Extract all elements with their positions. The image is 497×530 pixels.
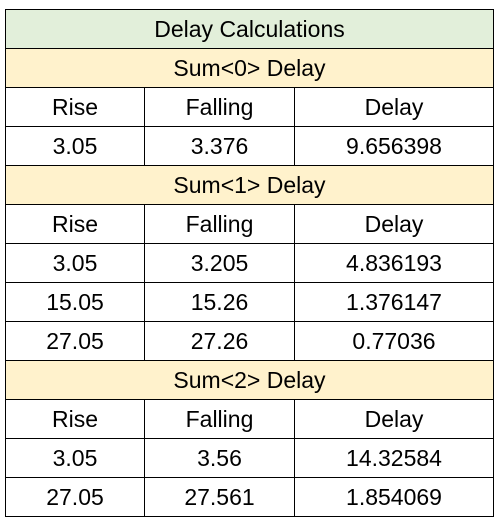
delay-cell: 1.376147	[294, 282, 494, 322]
section-header-row: Sum<2> Delay	[5, 360, 494, 400]
delay-calculations-table-container: Delay Calculations Sum<0> Delay Rise Fal…	[5, 9, 494, 517]
table-row: 3.05 3.376 9.656398	[5, 126, 494, 166]
rise-cell: 3.05	[5, 243, 145, 283]
column-header-delay: Delay	[294, 204, 494, 244]
rise-cell: 27.05	[5, 321, 145, 361]
falling-cell: 15.26	[144, 282, 295, 322]
column-header-row: Rise Falling Delay	[5, 87, 494, 127]
section-header-row: Sum<1> Delay	[5, 165, 494, 205]
column-header-rise: Rise	[5, 399, 145, 439]
delay-calculations-table: Delay Calculations Sum<0> Delay Rise Fal…	[5, 9, 494, 517]
column-header-delay: Delay	[294, 87, 494, 127]
table-row: 3.05 3.205 4.836193	[5, 243, 494, 283]
column-header-falling: Falling	[144, 399, 295, 439]
column-header-rise: Rise	[5, 204, 145, 244]
column-header-rise: Rise	[5, 87, 145, 127]
column-header-falling: Falling	[144, 87, 295, 127]
delay-cell: 0.77036	[294, 321, 494, 361]
delay-cell: 9.656398	[294, 126, 494, 166]
column-header-delay: Delay	[294, 399, 494, 439]
table-row: 27.05 27.561 1.854069	[5, 477, 494, 517]
column-header-row: Rise Falling Delay	[5, 399, 494, 439]
column-header-falling: Falling	[144, 204, 295, 244]
rise-cell: 3.05	[5, 438, 145, 478]
delay-cell: 1.854069	[294, 477, 494, 517]
falling-cell: 3.56	[144, 438, 295, 478]
section-title: Sum<2> Delay	[5, 360, 494, 400]
section-title: Sum<1> Delay	[5, 165, 494, 205]
rise-cell: 27.05	[5, 477, 145, 517]
table-row: 3.05 3.56 14.32584	[5, 438, 494, 478]
falling-cell: 3.376	[144, 126, 295, 166]
rise-cell: 3.05	[5, 126, 145, 166]
table-row: 27.05 27.26 0.77036	[5, 321, 494, 361]
table-row: 15.05 15.26 1.376147	[5, 282, 494, 322]
delay-cell: 14.32584	[294, 438, 494, 478]
table-title: Delay Calculations	[5, 9, 494, 49]
falling-cell: 27.26	[144, 321, 295, 361]
delay-cell: 4.836193	[294, 243, 494, 283]
title-row: Delay Calculations	[5, 9, 494, 49]
section-header-row: Sum<0> Delay	[5, 48, 494, 88]
column-header-row: Rise Falling Delay	[5, 204, 494, 244]
section-title: Sum<0> Delay	[5, 48, 494, 88]
rise-cell: 15.05	[5, 282, 145, 322]
falling-cell: 27.561	[144, 477, 295, 517]
falling-cell: 3.205	[144, 243, 295, 283]
